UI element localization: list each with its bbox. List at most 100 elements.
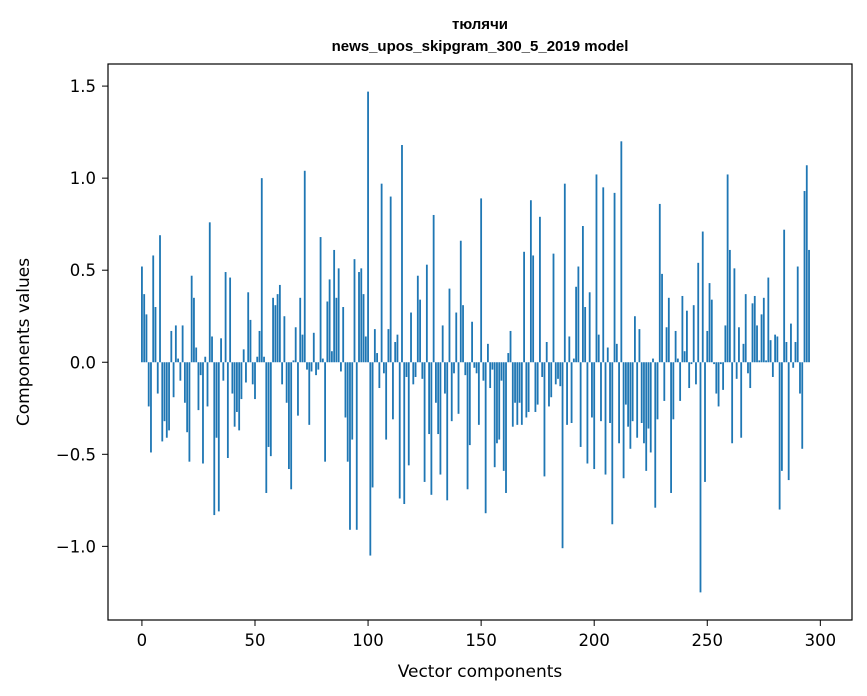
bar-129 bbox=[432, 214, 435, 363]
bar-128 bbox=[430, 362, 433, 495]
bar-248 bbox=[701, 231, 704, 363]
bar-71 bbox=[301, 334, 304, 363]
bar-277 bbox=[767, 277, 770, 363]
bar-90 bbox=[344, 362, 347, 418]
bar-190 bbox=[570, 362, 573, 423]
bar-258 bbox=[724, 325, 727, 363]
bar-66 bbox=[290, 362, 293, 490]
bar-193 bbox=[577, 266, 580, 363]
bar-267 bbox=[744, 294, 747, 363]
bar-200 bbox=[593, 362, 596, 470]
bar-228 bbox=[656, 362, 659, 420]
bar-29 bbox=[206, 362, 209, 407]
bar-3 bbox=[147, 362, 150, 407]
bar-199 bbox=[591, 362, 593, 418]
bar-39 bbox=[229, 277, 232, 363]
bar-2 bbox=[145, 314, 148, 363]
bar-218 bbox=[634, 316, 636, 363]
bar-210 bbox=[615, 343, 618, 363]
bar-263 bbox=[735, 362, 738, 379]
bar-68 bbox=[294, 327, 297, 363]
bar-72 bbox=[303, 170, 306, 363]
bar-63 bbox=[283, 316, 286, 363]
bar-238 bbox=[679, 362, 682, 401]
bar-175 bbox=[536, 362, 539, 405]
bar-18 bbox=[181, 325, 184, 363]
bar-283 bbox=[780, 362, 783, 471]
bar-215 bbox=[627, 362, 630, 427]
bar-289 bbox=[794, 342, 797, 363]
bar-269 bbox=[749, 362, 752, 389]
bar-166 bbox=[516, 362, 519, 425]
bar-216 bbox=[629, 362, 632, 449]
bar-251 bbox=[708, 283, 711, 363]
bar-117 bbox=[405, 362, 408, 377]
bar-231 bbox=[663, 362, 666, 401]
bar-136 bbox=[448, 288, 451, 363]
bar-41 bbox=[233, 362, 236, 427]
y-axis-ticks: −1.0 −0.5 0.0 0.5 1.0 1.5 bbox=[56, 77, 108, 556]
y-tick-label-1: −0.5 bbox=[56, 445, 96, 464]
bar-181 bbox=[550, 362, 553, 398]
bar-196 bbox=[584, 307, 587, 363]
bar-179 bbox=[545, 342, 548, 363]
bar-56 bbox=[267, 362, 270, 447]
bar-233 bbox=[667, 297, 670, 363]
y-tick-label-2: 0.0 bbox=[70, 353, 96, 372]
bar-274 bbox=[760, 314, 763, 363]
bar-214 bbox=[624, 362, 627, 405]
bar-52 bbox=[258, 330, 261, 363]
bar-10 bbox=[163, 362, 166, 422]
bar-40 bbox=[231, 362, 234, 394]
x-tick-label-0: 0 bbox=[137, 631, 148, 650]
bar-201 bbox=[595, 174, 598, 363]
bar-116 bbox=[403, 362, 406, 505]
bar-182 bbox=[552, 253, 555, 363]
bar-112 bbox=[394, 342, 397, 363]
bar-57 bbox=[269, 362, 272, 457]
bar-91 bbox=[346, 362, 349, 462]
bar-17 bbox=[179, 362, 182, 381]
bar-106 bbox=[380, 183, 383, 363]
bar-148 bbox=[475, 362, 478, 374]
bar-205 bbox=[604, 362, 607, 475]
bar-169 bbox=[523, 251, 525, 363]
bar-102 bbox=[371, 362, 374, 488]
bar-77 bbox=[315, 362, 317, 376]
bar-81 bbox=[324, 362, 326, 462]
bar-54 bbox=[263, 356, 265, 363]
bar-244 bbox=[692, 305, 695, 363]
bar-31 bbox=[211, 336, 213, 363]
bar-60 bbox=[276, 294, 279, 363]
bar-266 bbox=[742, 343, 745, 363]
bar-16 bbox=[177, 358, 180, 363]
bar-12 bbox=[168, 362, 170, 431]
bar-178 bbox=[543, 362, 546, 477]
bar-98 bbox=[362, 294, 365, 363]
bar-167 bbox=[518, 362, 521, 403]
bar-207 bbox=[609, 362, 611, 423]
bar-235 bbox=[672, 362, 675, 420]
bar-125 bbox=[423, 362, 426, 482]
bar-24 bbox=[195, 347, 198, 363]
bar-254 bbox=[715, 362, 718, 394]
bar-195 bbox=[581, 226, 584, 363]
bar-4 bbox=[150, 362, 152, 453]
bar-288 bbox=[792, 362, 795, 368]
bar-109 bbox=[387, 329, 390, 363]
bar-126 bbox=[425, 264, 428, 363]
bar-118 bbox=[407, 362, 410, 466]
bar-88 bbox=[340, 362, 342, 372]
bar-230 bbox=[661, 273, 663, 363]
bar-101 bbox=[369, 362, 372, 556]
bar-121 bbox=[414, 362, 417, 377]
bar-284 bbox=[783, 229, 786, 363]
bar-222 bbox=[643, 362, 645, 444]
bar-100 bbox=[367, 91, 369, 363]
bar-176 bbox=[539, 216, 541, 363]
bar-250 bbox=[706, 330, 709, 363]
bar-241 bbox=[686, 310, 688, 363]
bar-53 bbox=[260, 178, 263, 363]
bar-55 bbox=[265, 362, 268, 493]
bar-23 bbox=[193, 297, 195, 363]
